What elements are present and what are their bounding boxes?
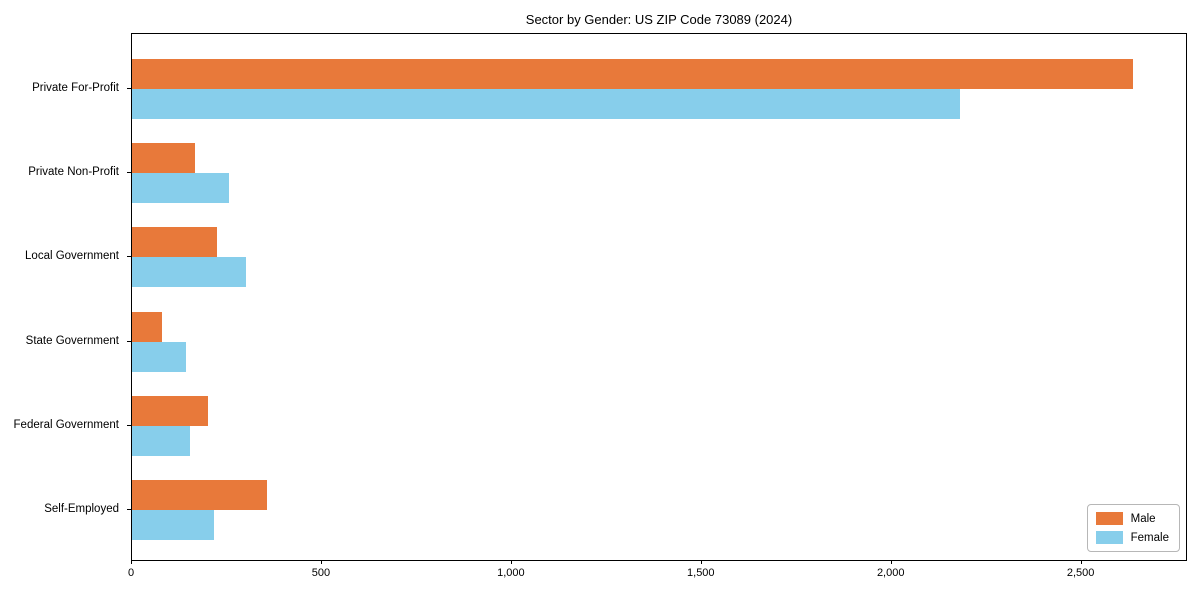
bar-male-private-non-profit bbox=[132, 143, 195, 174]
y-tick-mark bbox=[127, 509, 131, 510]
y-tick-mark bbox=[127, 340, 131, 342]
x-tick-mark bbox=[510, 560, 512, 564]
x-tick-label-1000: 1,000 bbox=[497, 567, 525, 579]
bar-female-self-employed bbox=[132, 510, 214, 540]
bar-female-private-non-profit bbox=[132, 173, 230, 204]
bar-female-federal-government bbox=[132, 425, 190, 456]
legend: Male Female bbox=[1086, 504, 1180, 552]
legend-swatch-female bbox=[1095, 531, 1123, 544]
bar-male-state-government bbox=[132, 311, 163, 342]
bar-female-local-government bbox=[132, 257, 247, 288]
y-tick-label-self-employed: Self-Employed bbox=[44, 503, 119, 515]
bar-male-federal-government bbox=[132, 395, 208, 426]
y-tick-label-private-non-profit: Private Non-Profit bbox=[28, 166, 119, 179]
x-tick-mark bbox=[131, 560, 132, 564]
y-tick-label-private-for-profit: Private For-Profit bbox=[32, 82, 119, 94]
legend-swatch-male bbox=[1095, 512, 1123, 525]
legend-label-male: Male bbox=[1130, 512, 1156, 525]
y-tick-mark bbox=[127, 256, 131, 258]
chart-title: Sector by Gender: US ZIP Code 73089 (202… bbox=[525, 12, 793, 27]
y-tick-label-state-government: State Government bbox=[25, 334, 119, 347]
y-tick-label-local-government: Local Government bbox=[25, 250, 119, 263]
x-tick-mark bbox=[700, 560, 702, 564]
x-tick-mark bbox=[1080, 560, 1082, 564]
x-tick-label-500: 500 bbox=[311, 567, 331, 579]
y-tick-mark bbox=[127, 424, 131, 426]
plot-area: Male Female bbox=[131, 33, 1187, 561]
y-tick-mark bbox=[127, 172, 131, 174]
legend-label-female: Female bbox=[1130, 531, 1169, 544]
bar-male-self-employed bbox=[132, 480, 267, 510]
bar-female-state-government bbox=[132, 341, 187, 372]
x-tick-label-2500: 2,500 bbox=[1066, 567, 1095, 579]
x-tick-label-1500: 1,500 bbox=[687, 567, 715, 579]
legend-entry-male: Male bbox=[1095, 512, 1169, 525]
legend-entry-female: Female bbox=[1095, 531, 1169, 544]
bar-male-private-for-profit bbox=[132, 59, 1133, 89]
x-tick-label-0: 0 bbox=[127, 567, 135, 579]
y-tick-mark bbox=[127, 88, 131, 89]
x-tick-mark bbox=[890, 560, 892, 564]
x-tick-mark bbox=[320, 560, 322, 564]
bar-female-private-for-profit bbox=[132, 89, 961, 119]
bar-male-local-government bbox=[132, 227, 217, 258]
x-tick-label-2000: 2,000 bbox=[876, 567, 905, 579]
y-tick-label-federal-government: Federal Government bbox=[13, 418, 119, 431]
